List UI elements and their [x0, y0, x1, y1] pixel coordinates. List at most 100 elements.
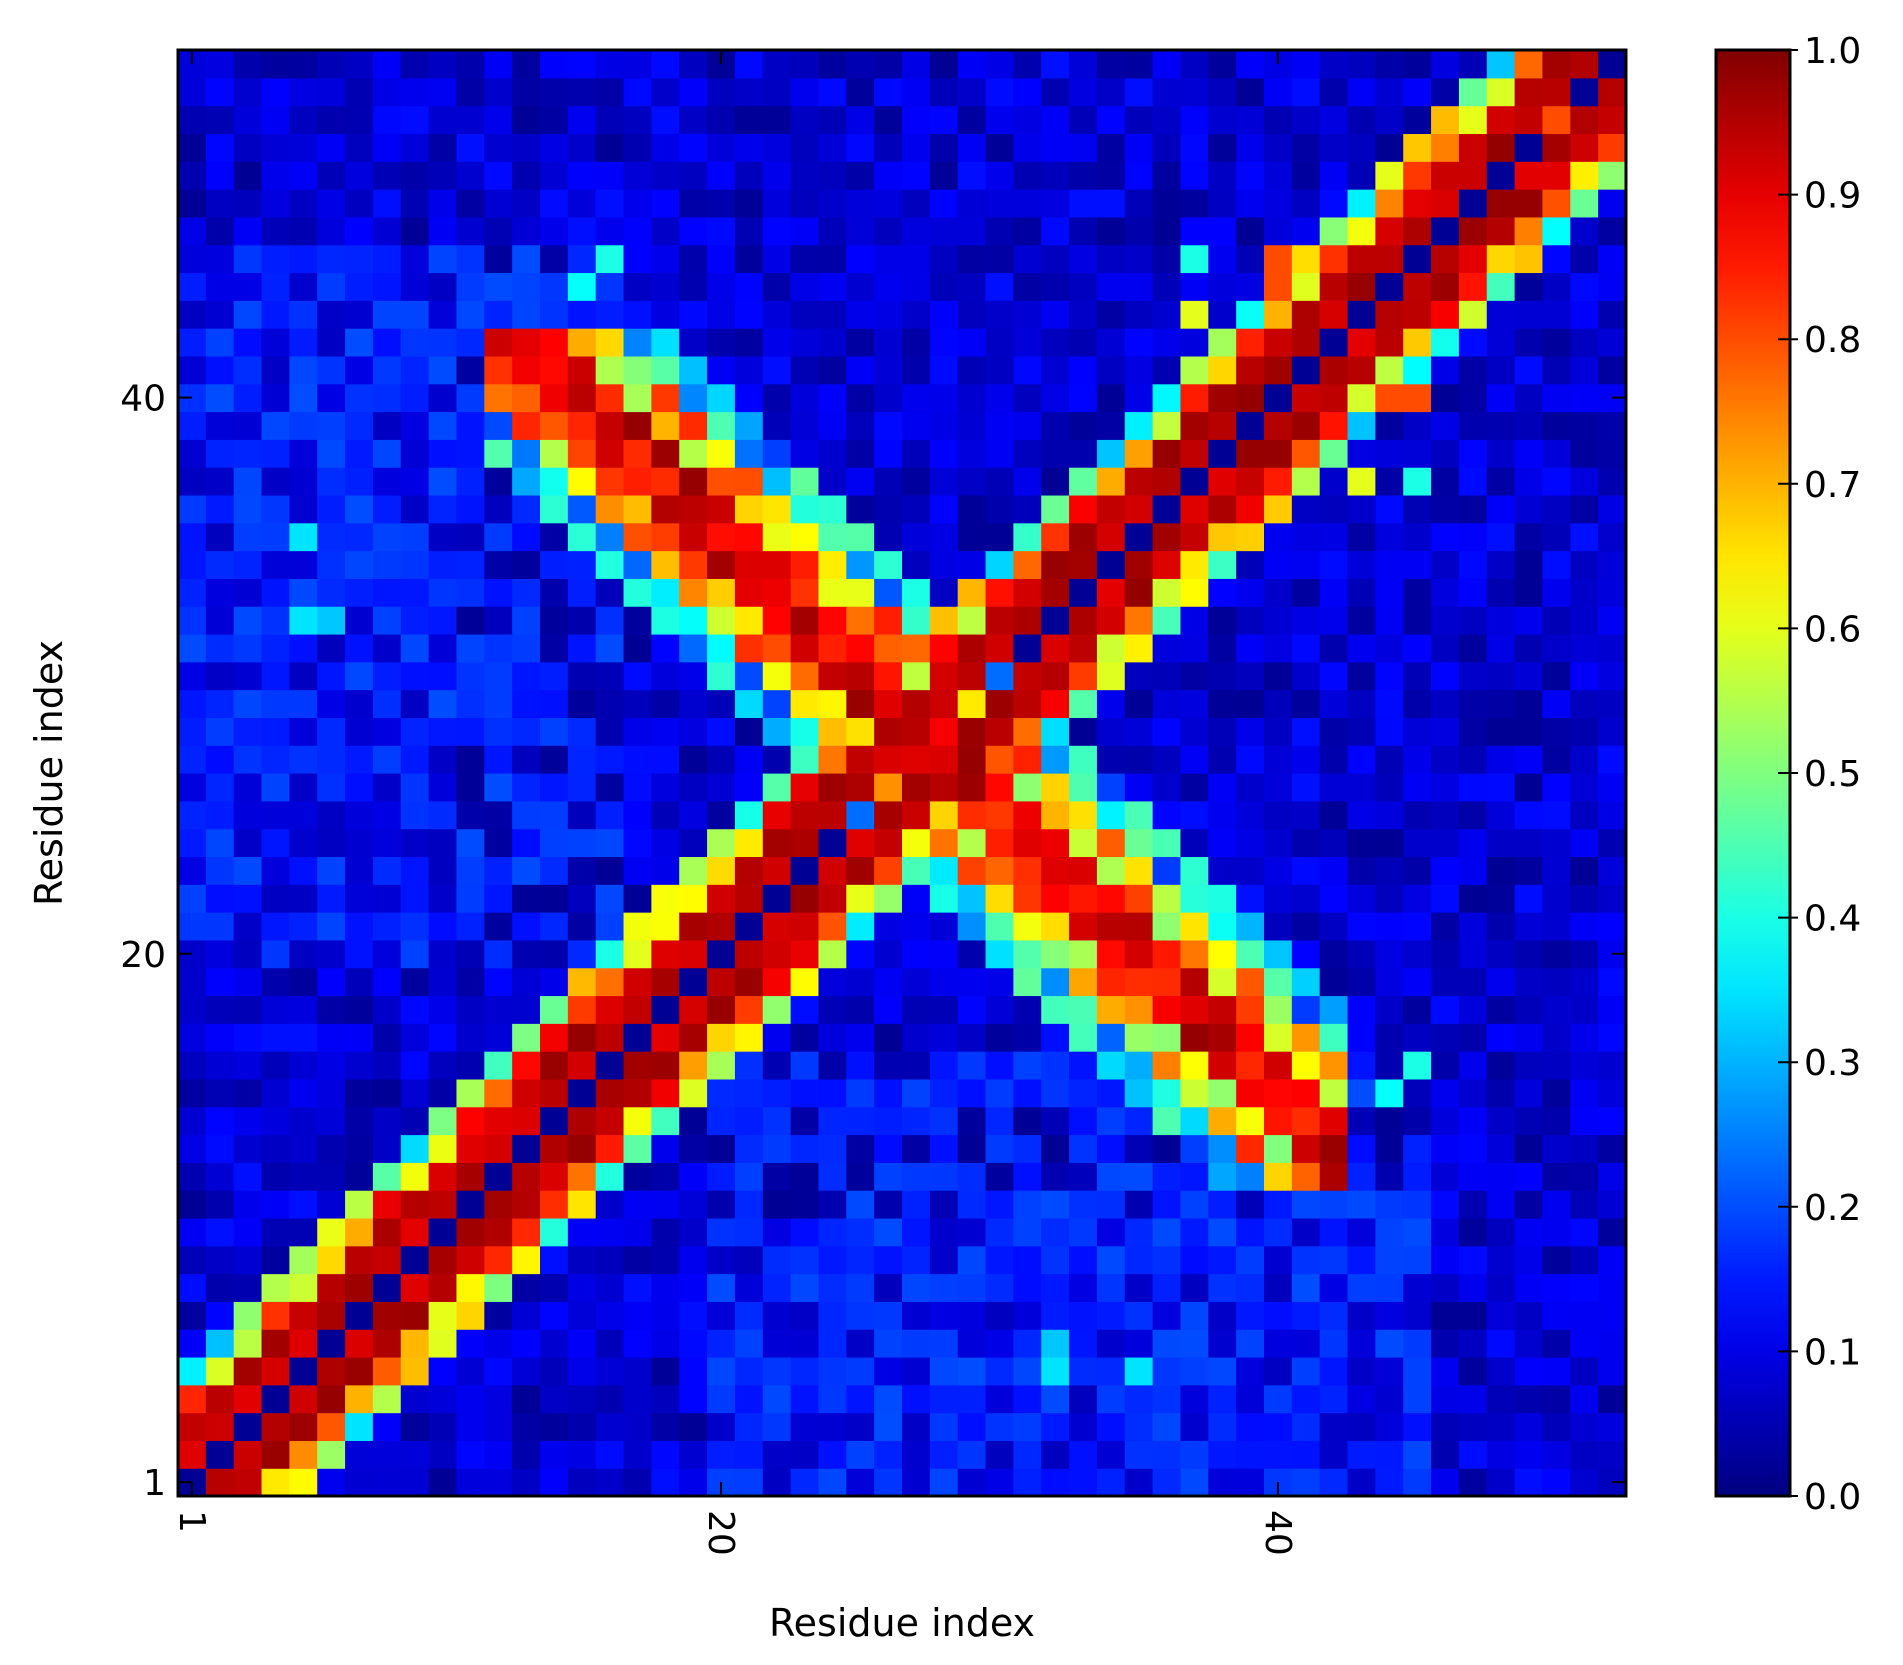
- heatmap-cell: [428, 355, 458, 385]
- heatmap-cell: [734, 467, 764, 496]
- heatmap-cell: [1542, 77, 1571, 107]
- heatmap-cell: [178, 633, 207, 663]
- heatmap-cell: [929, 494, 959, 524]
- heatmap-cell: [1152, 383, 1182, 413]
- heatmap-cell: [1347, 50, 1376, 79]
- heatmap-cell: [567, 439, 597, 468]
- heatmap-cell: [1152, 884, 1182, 913]
- heatmap-cell: [1124, 1078, 1154, 1108]
- heatmap-cell: [929, 550, 959, 579]
- heatmap-cell: [1486, 1329, 1516, 1358]
- heatmap-cell: [317, 1273, 346, 1302]
- heatmap-cell: [205, 606, 235, 635]
- heatmap-cell: [679, 467, 708, 496]
- heatmap-cell: [957, 717, 987, 746]
- heatmap-cell: [233, 411, 263, 440]
- heatmap-cell: [1180, 661, 1209, 691]
- heatmap-cell: [651, 1190, 680, 1219]
- heatmap-cell: [707, 633, 736, 663]
- heatmap-cell: [651, 1217, 680, 1247]
- heatmap-cell: [1403, 216, 1432, 246]
- heatmap-cell: [790, 355, 820, 385]
- heatmap-cell: [1291, 161, 1321, 190]
- heatmap-cell: [540, 383, 569, 413]
- heatmap-cell: [1041, 1162, 1070, 1191]
- heatmap-cell: [734, 300, 764, 329]
- heatmap-cell: [1069, 1384, 1098, 1414]
- heatmap-cell: [512, 912, 541, 941]
- heatmap-cell: [707, 1051, 736, 1080]
- heatmap-cell: [261, 383, 290, 413]
- heatmap-cell: [846, 1468, 875, 1497]
- heatmap-cell: [1180, 1468, 1209, 1497]
- heatmap-cell: [902, 606, 931, 635]
- heatmap-cell: [1375, 1078, 1404, 1108]
- heatmap-cell: [1264, 272, 1293, 301]
- heatmap-cell: [512, 1468, 541, 1497]
- heatmap-cell: [233, 1162, 263, 1191]
- heatmap-cell: [818, 105, 847, 135]
- heatmap-cell: [1041, 800, 1070, 830]
- heatmap-cell: [1486, 1190, 1516, 1219]
- heatmap-cell: [679, 1468, 708, 1497]
- heatmap-cell: [345, 717, 374, 746]
- heatmap-cell: [261, 1412, 290, 1441]
- heatmap-cell: [1124, 244, 1154, 274]
- heatmap-cell: [1069, 355, 1098, 385]
- heatmap-cell: [1152, 912, 1182, 941]
- heatmap-cell: [734, 717, 764, 746]
- heatmap-cell: [1291, 1023, 1321, 1052]
- heatmap-cell: [623, 355, 652, 385]
- heatmap-cell: [623, 411, 652, 440]
- heatmap-cell: [762, 689, 792, 718]
- heatmap-cell: [762, 161, 792, 190]
- heatmap-cell: [540, 216, 569, 246]
- heatmap-cell: [623, 633, 652, 663]
- heatmap-cell: [178, 856, 207, 885]
- heatmap-cell: [957, 494, 987, 524]
- heatmap-cell: [1124, 355, 1154, 385]
- heatmap-cell: [762, 1134, 792, 1163]
- heatmap-cell: [734, 578, 764, 607]
- heatmap-cell: [902, 411, 931, 440]
- heatmap-cell: [1180, 244, 1209, 274]
- heatmap-cell: [902, 50, 931, 79]
- heatmap-cell: [456, 856, 485, 885]
- heatmap-cell: [734, 1273, 764, 1302]
- heatmap-cell: [1180, 689, 1209, 718]
- heatmap-cell: [818, 1106, 847, 1136]
- heatmap-cell: [1124, 1440, 1154, 1469]
- heatmap-cell: [372, 383, 402, 413]
- heatmap-cell: [623, 1468, 652, 1497]
- heatmap-cell: [1570, 355, 1599, 385]
- heatmap-cell: [1486, 300, 1516, 329]
- heatmap-cell: [762, 606, 792, 635]
- heatmap-cell: [623, 1023, 652, 1052]
- heatmap-cell: [902, 773, 931, 802]
- heatmap-cell: [1152, 1329, 1182, 1358]
- heatmap-cell: [484, 578, 513, 607]
- heatmap-cell: [372, 1273, 402, 1302]
- heatmap-cell: [1291, 1468, 1321, 1497]
- heatmap-cell: [205, 995, 235, 1024]
- heatmap-cell: [679, 1023, 708, 1052]
- heatmap-cell: [929, 606, 959, 635]
- heatmap-cell: [790, 1106, 820, 1136]
- heatmap-cell: [707, 1078, 736, 1108]
- heatmap-cell: [1236, 717, 1265, 746]
- heatmap-cell: [1431, 884, 1460, 913]
- heatmap-cell: [540, 272, 569, 301]
- heatmap-cell: [289, 1051, 318, 1080]
- heatmap-cell: [428, 50, 458, 79]
- heatmap-cell: [1486, 1412, 1516, 1441]
- heatmap-cell: [317, 522, 346, 552]
- heatmap-cell: [1041, 439, 1070, 468]
- heatmap-cell: [651, 1162, 680, 1191]
- heatmap-cell: [1096, 50, 1126, 79]
- heatmap-cell: [1208, 1329, 1237, 1358]
- heatmap-cell: [623, 828, 652, 858]
- heatmap-cell: [345, 800, 374, 830]
- heatmap-cell: [595, 828, 625, 858]
- heatmap-cell: [261, 1440, 290, 1469]
- heatmap-cell: [512, 1190, 541, 1219]
